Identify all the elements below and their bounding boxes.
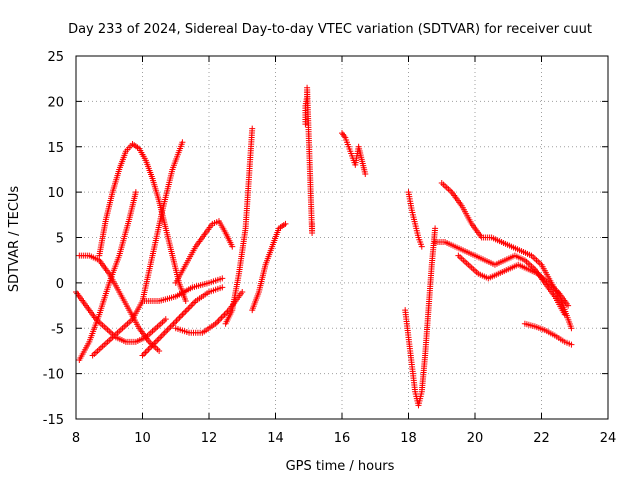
- series-arc-low-2: [172, 288, 246, 336]
- data-point: [309, 220, 316, 227]
- series-arc-low: [139, 275, 226, 305]
- data-point: [561, 311, 568, 318]
- data-point: [568, 325, 575, 332]
- series-arc-18-fall: [405, 189, 425, 250]
- data-point: [568, 341, 575, 348]
- y-tick-label: 20: [47, 95, 64, 110]
- data-point: [162, 316, 169, 323]
- series-arc-14: [249, 220, 289, 314]
- data-point: [229, 243, 236, 250]
- grid: [76, 56, 608, 419]
- data-point: [179, 139, 186, 146]
- data-point: [432, 225, 439, 232]
- series-cluster-20-c: [455, 252, 572, 309]
- x-tick-label: 14: [267, 431, 284, 446]
- series-arc-12: [172, 218, 236, 286]
- axis-ticks: 8 10 12 14 16 18 20 22 24 -15 -10 -5 0 5 10 15 20 25: [43, 50, 617, 446]
- x-tick-label: 20: [467, 431, 484, 446]
- x-tick-label: 18: [400, 431, 417, 446]
- series-arc-16: [339, 130, 369, 177]
- y-tick-label: -5: [51, 322, 64, 337]
- data-point: [418, 243, 425, 250]
- y-tick-label: 0: [56, 277, 64, 292]
- x-tick-label: 22: [533, 431, 550, 446]
- x-tick-label: 12: [201, 431, 218, 446]
- data-point: [239, 288, 246, 295]
- x-tick-label: 8: [72, 431, 80, 446]
- series-arc-fall-2: [73, 288, 169, 345]
- x-tick-label: 16: [334, 431, 351, 446]
- y-tick-label: 15: [47, 141, 64, 156]
- data-point: [182, 298, 189, 305]
- data-point: [362, 170, 369, 177]
- series-arc-18-dip: [402, 225, 439, 409]
- y-tick-label: -15: [43, 413, 64, 428]
- y-tick-label: -10: [43, 368, 64, 383]
- x-tick-label: 10: [134, 431, 151, 446]
- y-tick-label: 10: [47, 186, 64, 201]
- data-point: [249, 125, 256, 132]
- series-spikes-15: [302, 84, 316, 236]
- y-tick-label: 5: [56, 232, 64, 247]
- data-points: [73, 84, 575, 409]
- data-point: [565, 302, 572, 309]
- series-arc-mid: [139, 284, 226, 359]
- series-arc-13-rise: [222, 125, 256, 327]
- x-tick-label: 24: [600, 431, 617, 446]
- series-arc-fall-1: [76, 252, 163, 354]
- data-point: [132, 189, 139, 196]
- series-arc-rise-1: [89, 139, 186, 359]
- data-point: [282, 220, 289, 227]
- data-point: [219, 275, 226, 282]
- y-tick-label: 25: [47, 50, 64, 65]
- y-axis-label: SDTVAR / TECUs: [7, 186, 22, 293]
- series-arc-hump: [96, 141, 189, 305]
- data-point: [156, 347, 163, 354]
- series-arc-rise-2: [76, 189, 139, 364]
- x-axis-label: GPS time / hours: [286, 459, 395, 474]
- chart-title: Day 233 of 2024, Sidereal Day-to-day VTE…: [68, 22, 592, 37]
- data-point: [219, 284, 226, 291]
- series-tail-22: [521, 320, 575, 348]
